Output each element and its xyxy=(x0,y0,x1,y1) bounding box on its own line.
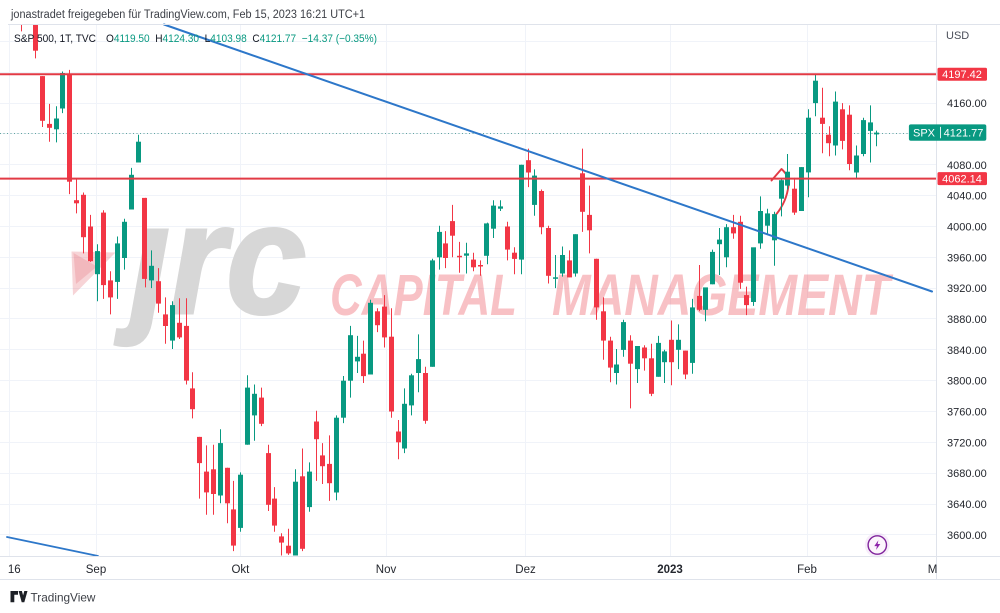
svg-text:3880.00: 3880.00 xyxy=(947,314,987,326)
svg-text:3840.00: 3840.00 xyxy=(947,345,987,357)
svg-text:jonastradet freigegeben für Tr: jonastradet freigegeben für TradingView.… xyxy=(10,9,365,21)
svg-text:3760.00: 3760.00 xyxy=(947,407,987,419)
svg-text:4197.42: 4197.42 xyxy=(942,69,982,81)
svg-text:4080.00: 4080.00 xyxy=(947,160,987,172)
svg-text:O4119.50 H4124.30 L4103.98: O4119.50 H4124.30 L4103.98 C4121.77 −14.… xyxy=(106,33,377,45)
svg-text:4040.00: 4040.00 xyxy=(947,191,987,203)
svg-text:USD: USD xyxy=(946,30,969,42)
svg-text:3600.00: 3600.00 xyxy=(947,530,987,542)
svg-text:2023: 2023 xyxy=(657,564,683,576)
svg-text:3800.00: 3800.00 xyxy=(947,376,987,388)
svg-text:3920.00: 3920.00 xyxy=(947,283,987,295)
svg-text:4121.77: 4121.77 xyxy=(944,128,984,140)
svg-text:Okt: Okt xyxy=(231,564,250,576)
svg-text:3640.00: 3640.00 xyxy=(947,499,987,511)
svg-text:4062.14: 4062.14 xyxy=(942,174,982,186)
svg-text:M: M xyxy=(928,564,938,576)
svg-text:3720.00: 3720.00 xyxy=(947,437,987,449)
svg-text:Feb: Feb xyxy=(797,564,817,576)
svg-text:4000.00: 4000.00 xyxy=(947,222,987,234)
svg-text:S&P 500, 1T, TVC: S&P 500, 1T, TVC xyxy=(14,33,96,45)
svg-text:Sep: Sep xyxy=(86,564,106,576)
svg-text:Nov: Nov xyxy=(376,564,397,576)
svg-text:SPX: SPX xyxy=(913,128,936,140)
svg-text:Dez: Dez xyxy=(515,564,536,576)
svg-text:3960.00: 3960.00 xyxy=(947,252,987,264)
svg-text:4160.00: 4160.00 xyxy=(947,98,987,110)
svg-text:16: 16 xyxy=(8,564,21,576)
svg-text:3680.00: 3680.00 xyxy=(947,468,987,480)
svg-text:CAPITAL: CAPITAL xyxy=(330,263,517,328)
svg-text:MANAGEMENT: MANAGEMENT xyxy=(552,263,894,328)
svg-text:TradingView: TradingView xyxy=(31,590,96,604)
